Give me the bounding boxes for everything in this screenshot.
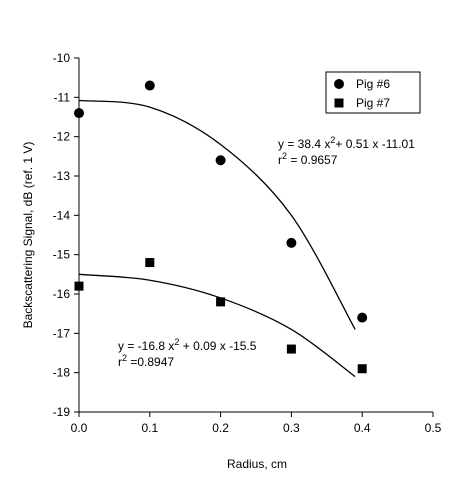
point (215, 155, 226, 166)
y-tick-label: -18 (53, 366, 71, 380)
equation-part: = 0.9657 (287, 153, 338, 167)
point (286, 237, 297, 248)
y-tick-label: -10 (53, 51, 71, 65)
x-tick-label: 0.4 (354, 421, 371, 435)
legend-label: Pig #6 (356, 77, 390, 91)
legend-marker (334, 98, 344, 108)
equation-part: r (118, 355, 122, 369)
fit-curve (78, 99, 356, 330)
y-tick-label: -11 (54, 90, 71, 104)
x-tick-label: 0.0 (71, 421, 88, 435)
equation-part: 2 (282, 151, 287, 161)
point (357, 364, 367, 374)
x-axis-label: Radius, cm (227, 457, 287, 471)
point (145, 258, 155, 268)
point (74, 281, 84, 291)
y-axis-label: Backscattering Signal, dB (ref. 1 V) (21, 142, 35, 329)
equation-part: =0.8947 (127, 355, 174, 369)
equation-part: 2 (174, 337, 179, 347)
equation-part: 2 (330, 135, 335, 145)
y-tick-label: -19 (53, 405, 71, 419)
y-tick-label: -13 (53, 169, 71, 183)
x-tick-label: 0.1 (141, 421, 158, 435)
x-tick-label: 0.2 (212, 421, 229, 435)
point (144, 80, 155, 91)
y-tick-label: -12 (53, 130, 71, 144)
equation-part: r (278, 153, 282, 167)
fit-equation: y = 38.4 x2+ 0.51 x -11.01 (278, 135, 415, 151)
x-tick-label: 0.3 (283, 421, 300, 435)
equation-part: y = 38.4 x (278, 137, 330, 151)
fit-equation: y = -16.8 x2 + 0.09 x -15.5 (118, 337, 257, 353)
x-tick-label: 0.5 (425, 421, 442, 435)
point (216, 297, 226, 307)
point (74, 108, 84, 119)
y-tick-label: -15 (53, 248, 71, 262)
equation-part: + 0.51 x -11.01 (335, 137, 415, 151)
point (357, 312, 368, 323)
equation-part: 2 (122, 353, 127, 363)
equation-part: + 0.09 x -15.5 (179, 339, 256, 353)
equation-part: y = -16.8 x (118, 339, 174, 353)
fit-equation: r2 =0.8947 (118, 353, 174, 369)
y-tick-label: -17 (53, 326, 71, 340)
point (286, 344, 296, 354)
legend-label: Pig #7 (356, 96, 390, 110)
legend-marker (334, 79, 344, 89)
y-tick-label: -14 (53, 208, 71, 222)
y-tick-label: -16 (53, 287, 71, 301)
fit-equation: r2 = 0.9657 (278, 151, 338, 167)
